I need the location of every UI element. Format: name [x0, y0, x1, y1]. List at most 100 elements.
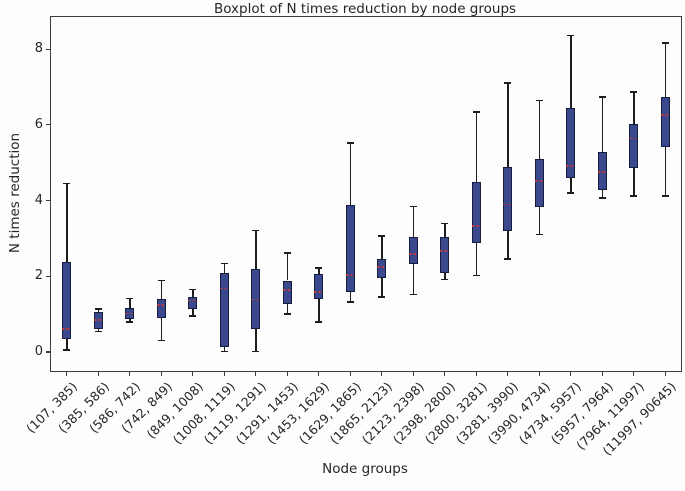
whisker-upper [160, 280, 162, 300]
x-tick-mark [66, 371, 68, 376]
box-rect [471, 182, 481, 244]
x-tick-mark [349, 371, 351, 376]
x-tick-mark [381, 371, 383, 376]
whisker-cap-upper [504, 82, 512, 84]
box-rect [188, 297, 198, 309]
whisker-cap-upper [189, 288, 197, 291]
whisker-cap-upper [567, 34, 575, 37]
whisker-cap-lower [252, 350, 260, 353]
box-rect [62, 261, 72, 339]
x-tick-mark [507, 371, 509, 376]
box-rect [660, 97, 670, 148]
y-tick-label: 6 [34, 116, 43, 132]
median-line [566, 165, 576, 168]
box-rect [219, 272, 229, 347]
x-tick-mark [160, 371, 162, 376]
whisker-cap-upper [252, 229, 260, 232]
whisker-lower [129, 318, 131, 323]
median-line [188, 299, 198, 302]
x-tick-mark [570, 371, 572, 376]
whisker-cap-upper [472, 111, 480, 113]
y-tick-mark [46, 124, 51, 126]
median-line [219, 287, 229, 290]
whisker-cap-upper [94, 308, 102, 310]
whisker-cap-upper [661, 42, 669, 44]
median-line [534, 180, 544, 183]
whisker-upper [570, 35, 572, 108]
whisker-upper [349, 143, 351, 206]
whisker-cap-lower [126, 321, 134, 323]
whisker-cap-lower [94, 330, 102, 333]
whisker-upper [255, 230, 257, 269]
x-tick-mark [223, 371, 225, 376]
whisker-upper [129, 298, 131, 308]
whisker-cap-upper [409, 205, 417, 208]
y-tick-mark [46, 200, 51, 202]
whisker-cap-upper [378, 235, 386, 237]
whisker-cap-lower [283, 313, 291, 315]
whisker-cap-lower [220, 350, 228, 353]
whisker-upper [192, 289, 194, 298]
whisker-upper [538, 100, 540, 159]
whisker-lower [475, 243, 477, 276]
y-tick-mark [46, 351, 51, 353]
x-tick-mark [444, 371, 446, 376]
y-tick-mark [46, 48, 51, 50]
median-line [629, 137, 639, 140]
whisker-lower [318, 298, 320, 323]
whisker-cap-upper [315, 267, 323, 269]
whisker-cap-upper [63, 182, 71, 185]
whisker-cap-upper [157, 279, 165, 282]
whisker-cap-upper [126, 297, 134, 300]
median-line [377, 266, 387, 269]
whisker-lower [286, 304, 288, 314]
whisker-upper [318, 268, 320, 274]
x-axis-label: Node groups [322, 461, 408, 477]
whisker-cap-upper [220, 262, 228, 265]
box-rect [534, 158, 544, 208]
box-rect [377, 259, 387, 278]
x-tick-mark [97, 371, 99, 376]
whisker-cap-lower [535, 233, 543, 236]
whisker-upper [412, 206, 414, 238]
whisker-upper [66, 183, 68, 262]
plot-area: 0 2 4 6 8 (107, 385) (385, 586) (586, 742) (742,… [23, 16, 682, 458]
whisker-cap-lower [504, 258, 512, 260]
box-rect [440, 236, 450, 273]
whisker-lower [570, 177, 572, 194]
whisker-lower [97, 328, 99, 332]
whisker-lower [601, 189, 603, 198]
median-line [125, 312, 135, 315]
whisker-upper [601, 96, 603, 153]
median-line [597, 171, 607, 174]
whisker-upper [633, 91, 635, 125]
median-line [93, 319, 103, 322]
whisker-upper [97, 308, 99, 312]
whisker-lower [255, 329, 257, 352]
box-rect [156, 299, 166, 318]
box-rect [503, 167, 513, 231]
x-tick-mark [633, 371, 635, 376]
box-rect [597, 152, 607, 190]
whisker-cap-upper [630, 91, 638, 93]
whisker-cap-lower [630, 195, 638, 197]
whisker-lower [412, 263, 414, 295]
whisker-cap-upper [598, 96, 606, 98]
whisker-lower [381, 277, 383, 297]
chart-title: Boxplot of N times reduction by node gro… [213, 1, 517, 17]
whisker-cap-upper [535, 99, 543, 102]
x-tick-mark [192, 371, 194, 376]
median-line [345, 274, 355, 277]
x-tick-mark [129, 371, 131, 376]
whisker-cap-lower [598, 197, 606, 199]
whisker-upper [664, 43, 666, 98]
whisker-lower [538, 207, 540, 235]
median-line [503, 203, 513, 206]
whisker-cap-lower [378, 296, 386, 298]
median-line [251, 298, 261, 301]
median-line [660, 113, 670, 116]
whisker-cap-lower [567, 192, 575, 194]
whisker-lower [192, 308, 194, 317]
box-rect [282, 280, 292, 305]
